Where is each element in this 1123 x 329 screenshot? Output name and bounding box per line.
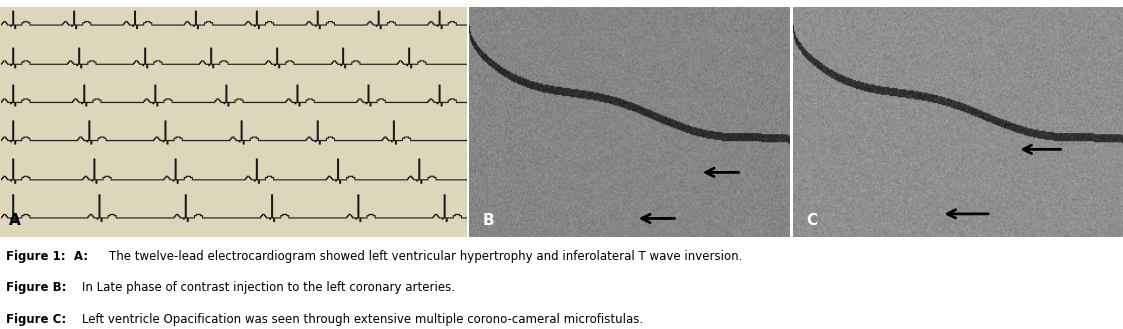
Text: A: A — [9, 213, 21, 228]
Text: Figure 1:  A:: Figure 1: A: — [6, 250, 88, 263]
Text: B: B — [482, 213, 494, 228]
Text: In Late phase of contrast injection to the left coronary arteries.: In Late phase of contrast injection to t… — [82, 281, 455, 294]
Text: C: C — [806, 213, 818, 228]
Text: Left ventricle Opacification was seen through extensive multiple corono-cameral : Left ventricle Opacification was seen th… — [82, 313, 643, 326]
Text: Figure C:: Figure C: — [6, 313, 66, 326]
Text: The twelve-lead electrocardiogram showed left ventricular hypertrophy and infero: The twelve-lead electrocardiogram showed… — [109, 250, 742, 263]
Text: Figure B:: Figure B: — [6, 281, 66, 294]
